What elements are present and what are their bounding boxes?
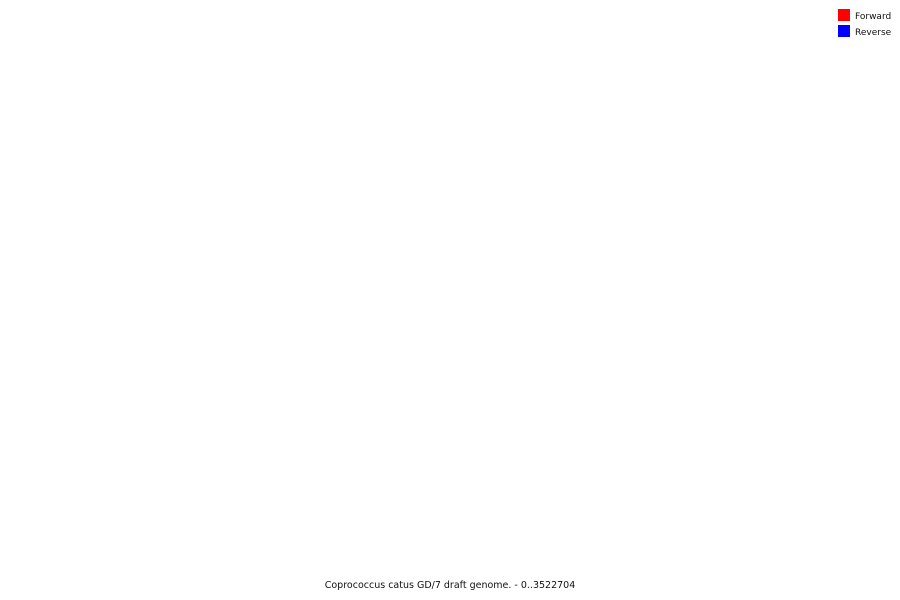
legend-forward-swatch — [838, 9, 850, 21]
genome-caption: Coprococcus catus GD/7 draft genome. - 0… — [325, 580, 576, 591]
legend-reverse-label: Reverse — [855, 28, 892, 38]
legend: Forward Reverse — [838, 9, 892, 38]
legend-forward-label: Forward — [855, 12, 891, 22]
legend-reverse-swatch — [838, 25, 850, 37]
